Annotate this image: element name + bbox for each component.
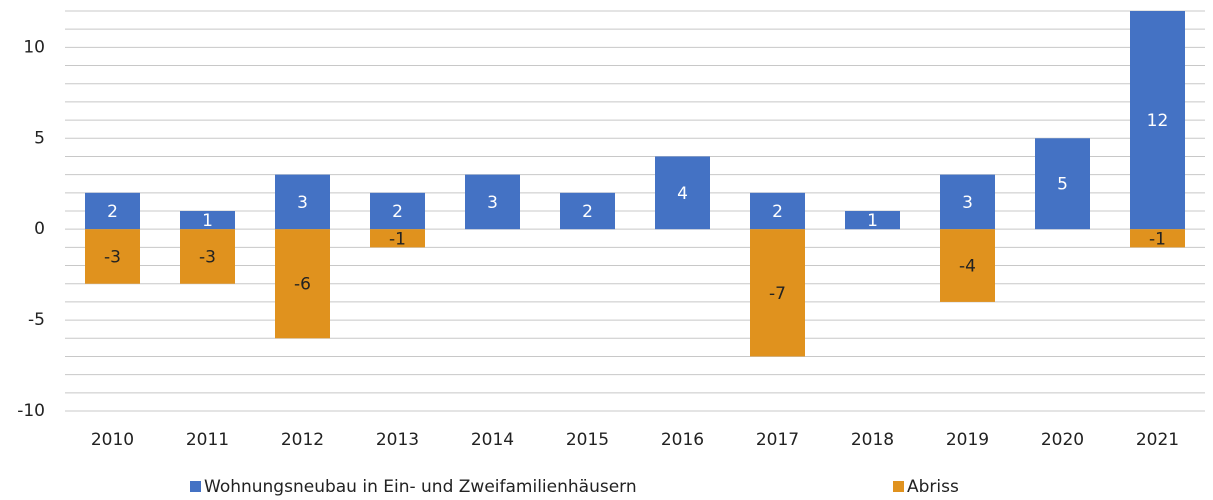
x-tick-label: 2019 [946,430,989,450]
y-tick-label: 10 [23,37,45,57]
bar [940,229,995,302]
x-tick-label: 2013 [376,430,419,450]
x-tick-label: 2021 [1136,430,1179,450]
x-tick-label: 2015 [566,430,609,450]
legend-swatch [893,481,904,492]
data-label: -6 [294,275,311,295]
bar [1130,11,1185,230]
bar [465,174,520,230]
y-tick-label: 0 [34,219,45,239]
y-tick-label: 5 [34,128,45,148]
x-tick-label: 2012 [281,430,324,450]
bar [370,229,425,248]
data-label: 12 [1147,111,1169,131]
bar [370,192,425,230]
y-tick-label: -10 [17,401,45,421]
bar [560,192,615,230]
bar [750,229,805,357]
data-label: 1 [202,211,213,231]
data-label: 5 [1057,175,1068,195]
legend-swatch [190,481,201,492]
data-label: 1 [867,211,878,231]
x-tick-label: 2011 [186,430,229,450]
bar [275,174,330,230]
data-label: 2 [582,202,593,222]
data-label: -7 [769,284,786,304]
data-label: 4 [677,184,688,204]
legend-label: Abriss [907,477,959,497]
bar [750,192,805,230]
data-label: -1 [1149,229,1166,249]
data-label: 3 [297,193,308,213]
bar [275,229,330,339]
bar [85,229,140,284]
bar [85,192,140,230]
data-label: -3 [199,247,216,267]
x-tick-label: 2014 [471,430,514,450]
x-tick-label: 2010 [91,430,134,450]
bar [940,174,995,230]
x-tick-label: 2016 [661,430,704,450]
legend-label: Wohnungsneubau in Ein- und Zweifamilienh… [204,477,637,497]
data-label: 3 [962,193,973,213]
x-tick-label: 2017 [756,430,799,450]
bar [845,211,900,230]
bar [180,211,235,230]
data-label: 2 [107,202,118,222]
data-label: 2 [772,202,783,222]
data-label: 2 [392,202,403,222]
bar [1130,229,1185,248]
data-label: -3 [104,247,121,267]
bar [1035,138,1090,230]
data-label: -4 [959,257,976,277]
y-tick-label: -5 [28,310,45,330]
data-label: -1 [389,229,406,249]
data-label: 3 [487,193,498,213]
x-tick-label: 2020 [1041,430,1084,450]
bar [655,156,710,230]
bar [180,229,235,284]
x-tick-label: 2018 [851,430,894,450]
